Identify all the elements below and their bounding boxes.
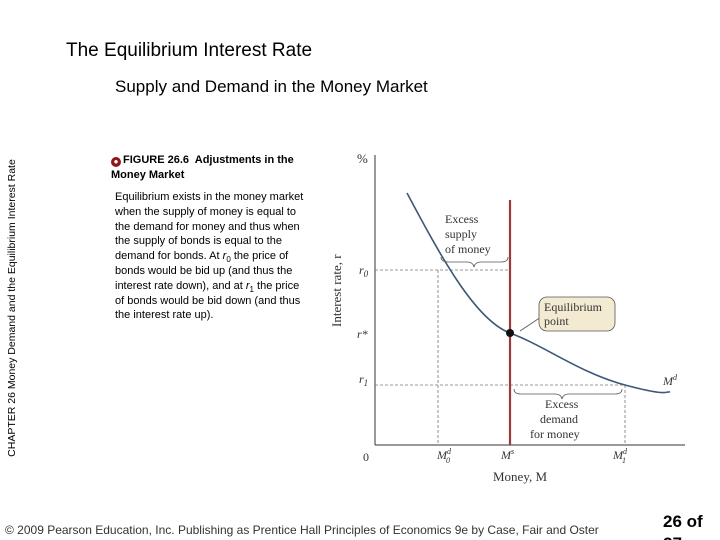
chapter-side-label: CHAPTER 26 Money Demand and the Equilibr…: [6, 159, 18, 457]
excess-demand-line3: for money: [530, 427, 580, 441]
figure-body-part: the price of bonds would be bid down (an…: [115, 279, 301, 322]
x-tick-ms: Ms: [500, 447, 514, 462]
page-number-current: 26 of: [663, 512, 703, 531]
equilibrium-label-line2: point: [544, 314, 569, 328]
figure-body-r0-sub: 0: [226, 255, 231, 265]
money-demand-curve: [406, 192, 671, 394]
excess-supply-brace: [440, 256, 509, 268]
equilibrium-callout: [538, 296, 616, 332]
x-tick-md0: Md 0: [436, 447, 452, 465]
equilibrium-label-line1: Equilibrium: [544, 300, 603, 314]
figure-number: FIGURE 26.6: [123, 154, 190, 166]
slide-subtitle: Supply and Demand in the Money Market: [115, 77, 428, 96]
y-axis-label: Interest rate, r: [329, 254, 344, 327]
equilibrium-point: [506, 329, 514, 337]
y-tick-rstar: r*: [357, 327, 368, 341]
equilibrium-callout-pointer: [519, 316, 542, 332]
excess-supply-line1: Excess: [445, 212, 479, 226]
figure-bullet-icon: ●: [111, 157, 121, 167]
excess-supply-line2: supply: [445, 227, 477, 241]
slide-title: The Equilibrium Interest Rate: [66, 40, 313, 61]
figure-body-r0: r: [222, 250, 227, 263]
figure-body-r1: r: [245, 279, 250, 292]
excess-demand-line1: Excess: [545, 397, 579, 411]
x-tick-md1: Md 1: [612, 447, 628, 465]
excess-supply-line3: of money: [445, 242, 491, 256]
copyright-footer: © 2009 Pearson Education, Inc. Publishin…: [5, 523, 599, 537]
figure-title: Adjustments in the Money Market: [111, 154, 294, 181]
excess-demand-line2: demand: [540, 412, 578, 426]
y-unit-label: %: [357, 151, 368, 166]
figure-body-part: the price of bonds would be bid up (and …: [115, 250, 293, 292]
money-market-diagram: % Interest rate, r Money, M 0 r0 r* r1 M…: [329, 151, 685, 484]
excess-demand-brace: [513, 388, 623, 400]
demand-curve-label: Md: [662, 373, 678, 388]
page-number-total: 27: [663, 534, 682, 540]
origin-label: 0: [363, 450, 369, 464]
figure-body-part: Equilibrium exists in the money market w…: [115, 191, 304, 263]
page-number: 26 of 27: [663, 511, 703, 540]
figure-body-r1-sub: 1: [249, 284, 254, 294]
x-axis-label: Money, M: [493, 469, 547, 484]
figure-caption: ● FIGURE 26.6 Adjustments in the Money Ma…: [111, 153, 311, 183]
figure-description: Equilibrium exists in the money market w…: [115, 190, 307, 323]
y-tick-r1: r1: [359, 372, 368, 388]
y-tick-r0: r0: [359, 263, 369, 279]
